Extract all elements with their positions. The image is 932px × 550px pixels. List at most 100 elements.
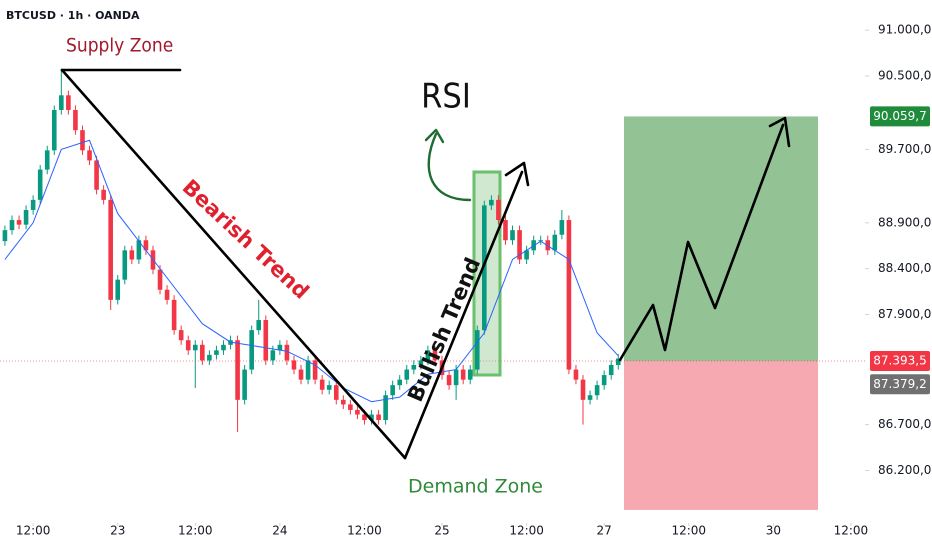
rsi-label: RSI bbox=[421, 77, 471, 117]
candle-body bbox=[256, 320, 262, 331]
candle-body bbox=[136, 240, 142, 260]
candle-body bbox=[510, 230, 515, 241]
candle-body bbox=[474, 330, 480, 370]
candle-body bbox=[425, 350, 431, 361]
candle-body bbox=[383, 395, 388, 421]
x-tick-label: 12:00 bbox=[16, 524, 51, 538]
candle-body bbox=[2, 230, 8, 242]
price-badge-label: 90.059,7 bbox=[873, 109, 926, 123]
candle-body bbox=[44, 150, 50, 170]
candle-body bbox=[207, 354, 212, 361]
candle-body bbox=[517, 230, 522, 260]
x-tick-label: 24 bbox=[272, 524, 287, 538]
candle-body bbox=[552, 234, 558, 251]
candle-body bbox=[489, 199, 494, 206]
candle-body bbox=[608, 364, 614, 376]
candle-body bbox=[298, 369, 304, 380]
candle-body bbox=[566, 220, 572, 370]
candle-body bbox=[242, 369, 247, 400]
candle-body bbox=[23, 209, 29, 225]
x-tick-label: 12:00 bbox=[671, 524, 706, 538]
price-badge-label: 87.393,5 bbox=[873, 353, 926, 367]
y-tick-label: 87.900,0 bbox=[878, 307, 931, 321]
demand-zone-label: Demand Zone bbox=[408, 476, 543, 498]
candle-body bbox=[573, 369, 579, 380]
y-tick-label: 88.400,0 bbox=[878, 261, 931, 275]
candle-body bbox=[284, 344, 290, 361]
candle-body bbox=[122, 250, 128, 280]
candle-body bbox=[397, 379, 403, 386]
candle-body bbox=[404, 369, 410, 380]
x-tick-label: 12:00 bbox=[178, 524, 213, 538]
candle-body bbox=[73, 109, 78, 131]
candle-body bbox=[326, 385, 332, 390]
candle-body bbox=[115, 279, 121, 300]
y-tick-label: 91.000,0 bbox=[878, 23, 931, 37]
candle-body bbox=[376, 414, 381, 421]
bearish-line bbox=[60, 68, 407, 460]
y-tick-label: 86.200,0 bbox=[878, 463, 931, 477]
candle-body bbox=[101, 189, 106, 200]
candle-body bbox=[390, 385, 395, 396]
candle-body bbox=[496, 199, 501, 221]
drawings bbox=[60, 68, 791, 460]
candle-body bbox=[16, 220, 22, 225]
candle-body bbox=[559, 220, 565, 235]
candle-body bbox=[432, 350, 438, 361]
candle-body bbox=[171, 299, 177, 331]
candle-body bbox=[453, 369, 459, 386]
candle-body bbox=[129, 250, 135, 260]
projection-path bbox=[618, 123, 785, 362]
demand-zone-bg bbox=[402, 470, 532, 502]
x-tick-label: 27 bbox=[597, 524, 612, 538]
candle-body bbox=[37, 169, 43, 200]
projection-arrowhead bbox=[768, 116, 791, 148]
candle-body bbox=[362, 414, 367, 421]
rsi-arrow bbox=[427, 132, 472, 202]
candle-body bbox=[235, 340, 240, 400]
candle-body bbox=[446, 375, 452, 386]
x-tick-label: 30 bbox=[766, 524, 781, 538]
price-badge bbox=[870, 374, 930, 395]
candle-body bbox=[157, 269, 163, 290]
candle-body bbox=[185, 340, 191, 351]
bullish-arrowhead bbox=[504, 161, 530, 187]
candle-body bbox=[319, 379, 325, 390]
candle-body bbox=[164, 289, 170, 300]
candle-body bbox=[277, 344, 283, 351]
rsi-arrowhead bbox=[424, 128, 445, 144]
supply-zone-label: Supply Zone bbox=[66, 35, 173, 57]
candle-body bbox=[192, 344, 198, 351]
chart-title: BTCUSD · 1h · OANDA bbox=[6, 9, 140, 22]
candle-body bbox=[94, 160, 99, 190]
candle-body bbox=[312, 360, 318, 380]
candle-body bbox=[108, 199, 113, 300]
candle-body bbox=[270, 350, 276, 361]
x-tick-label: 12:00 bbox=[347, 524, 382, 538]
candle-body bbox=[615, 358, 621, 365]
candle-body bbox=[178, 330, 184, 341]
candle-body bbox=[30, 199, 36, 210]
candle-body bbox=[594, 385, 600, 396]
candle-body bbox=[348, 404, 353, 410]
loss-zone bbox=[624, 360, 818, 510]
candle-body bbox=[482, 205, 487, 331]
candle-body bbox=[66, 95, 71, 110]
candle-body bbox=[9, 220, 15, 231]
candle-body bbox=[467, 369, 473, 380]
price-badge bbox=[870, 106, 930, 127]
x-tick-label: 12:00 bbox=[834, 524, 869, 538]
bearish-trend-label: Bearish Trend bbox=[178, 175, 314, 304]
x-tick-label: 12:00 bbox=[509, 524, 544, 538]
candle-body bbox=[51, 109, 57, 151]
candle-body bbox=[80, 130, 85, 151]
y-tick-label: 90.500,0 bbox=[878, 69, 931, 83]
y-tick-label: 86.700,0 bbox=[878, 417, 931, 431]
candle-body bbox=[341, 399, 346, 405]
candle-body bbox=[200, 344, 205, 361]
candle-body bbox=[587, 395, 593, 400]
price-axis-bg bbox=[865, 0, 932, 550]
x-tick-label: 23 bbox=[110, 524, 125, 538]
y-tick-label: 89.700,0 bbox=[878, 142, 931, 156]
y-tick-label: 88.900,0 bbox=[878, 215, 931, 229]
